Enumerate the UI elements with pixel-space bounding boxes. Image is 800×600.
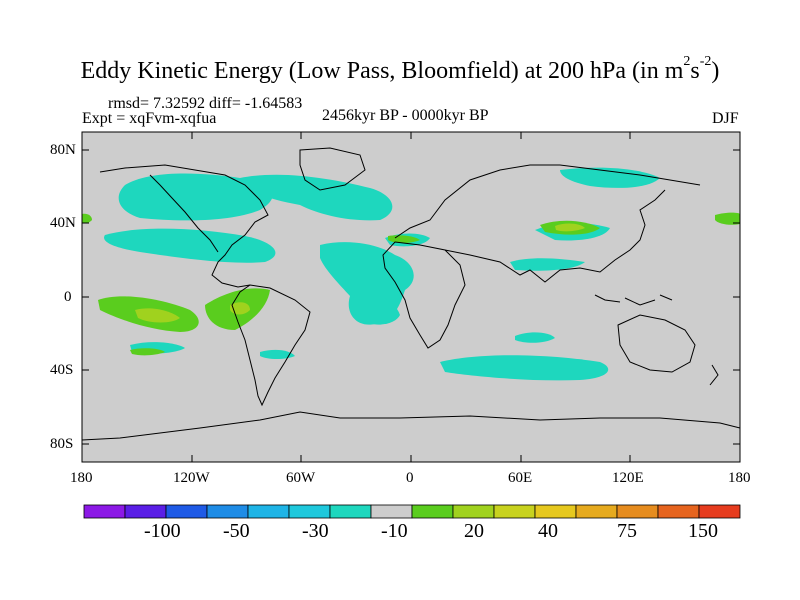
- colorbar-segment: [411, 504, 454, 519]
- coast-greenland: [299, 147, 366, 191]
- colorbar-segment: [288, 504, 331, 519]
- lat-label-80s: 80S: [50, 436, 74, 452]
- colorbar-label-7: 75: [617, 520, 637, 542]
- lat-label-80n: 80N: [50, 142, 76, 158]
- colorbar-segment: [83, 504, 126, 519]
- fill-southern-ocean: [440, 355, 609, 381]
- colorbar-label-4: -10: [381, 520, 408, 542]
- coast-south-america: [231, 284, 311, 407]
- colorbar-segment: [575, 504, 618, 519]
- lat-label-40s: 40S: [50, 362, 74, 378]
- experiment-text: Expt = xqFvm-xqfua: [82, 110, 217, 127]
- lon-label-120w: 120W: [173, 470, 210, 486]
- colorbar-label-3: -30: [302, 520, 329, 542]
- lon-label-60e: 60E: [508, 470, 533, 486]
- anomaly-fills: [82, 167, 740, 381]
- fill-west-pacific-green: [715, 212, 740, 225]
- colorbar-segment: [534, 504, 577, 519]
- colorbar-segment: [370, 504, 413, 519]
- lat-label-40n: 40N: [50, 215, 76, 231]
- colorbar-label-6: 40: [538, 520, 558, 542]
- coast-africa: [382, 241, 466, 349]
- coast-australia: [617, 314, 696, 373]
- map-panel: [81, 131, 741, 463]
- coastlines: [81, 147, 741, 441]
- fill-south-america-east: [260, 349, 295, 359]
- fill-southern-atlantic: [352, 293, 400, 325]
- colorbar-label-2: -50: [223, 520, 250, 542]
- colorbar-segment: [657, 504, 700, 519]
- colorbar-label-1: -100: [144, 520, 181, 542]
- plot-title: Eddy Kinetic Energy (Low Pass, Bloomfiel…: [80, 54, 720, 84]
- fill-tropical-atlantic-yellow: [230, 302, 250, 315]
- lon-axis: [81, 132, 741, 462]
- coast-indonesia: [594, 294, 673, 306]
- fill-arctic-siberia: [560, 167, 660, 188]
- colorbar-label-5: 20: [464, 520, 484, 542]
- lon-label-180w: 180: [70, 470, 93, 486]
- coast-new-zealand: [709, 364, 719, 386]
- lon-label-60w: 60W: [286, 470, 316, 486]
- stats-text: rmsd= 7.32592 diff= -1.64583: [108, 95, 303, 112]
- colorbar: [83, 504, 741, 519]
- fill-subtropical-pacific: [104, 228, 276, 263]
- colorbar-segment: [329, 504, 372, 519]
- fill-east-pacific-yellow: [135, 308, 180, 323]
- coast-antarctica: [81, 411, 741, 441]
- fill-dateline-green: [82, 213, 92, 224]
- colorbar-segment: [493, 504, 536, 519]
- colorbar-segment: [247, 504, 290, 519]
- fill-south-indian: [515, 332, 555, 343]
- lon-label-0: 0: [406, 470, 414, 486]
- colorbar-segment: [165, 504, 208, 519]
- coast-north-america: [99, 164, 269, 288]
- colorbar-segment: [698, 504, 741, 519]
- fill-tibet-yellow: [555, 223, 585, 232]
- lon-label-180e: 180: [728, 470, 751, 486]
- fill-india: [510, 258, 585, 271]
- lon-label-120e: 120E: [612, 470, 644, 486]
- lat-label-0: 0: [64, 289, 72, 305]
- period-text: 2456kyr BP - 0000kyr BP: [322, 107, 489, 124]
- fill-north-atlantic: [240, 174, 393, 221]
- colorbar-segment: [616, 504, 659, 519]
- colorbar-segment: [452, 504, 495, 519]
- colorbar-segment: [206, 504, 249, 519]
- coast-asia: [444, 189, 666, 283]
- lat-axis: [82, 149, 740, 445]
- coast-europe: [394, 164, 701, 239]
- fill-south-pacific-green: [130, 348, 165, 356]
- fill-north-pacific: [118, 173, 273, 221]
- colorbar-label-8: 150: [688, 520, 718, 542]
- season-text: DJF: [712, 110, 739, 127]
- colorbar-segment: [124, 504, 167, 519]
